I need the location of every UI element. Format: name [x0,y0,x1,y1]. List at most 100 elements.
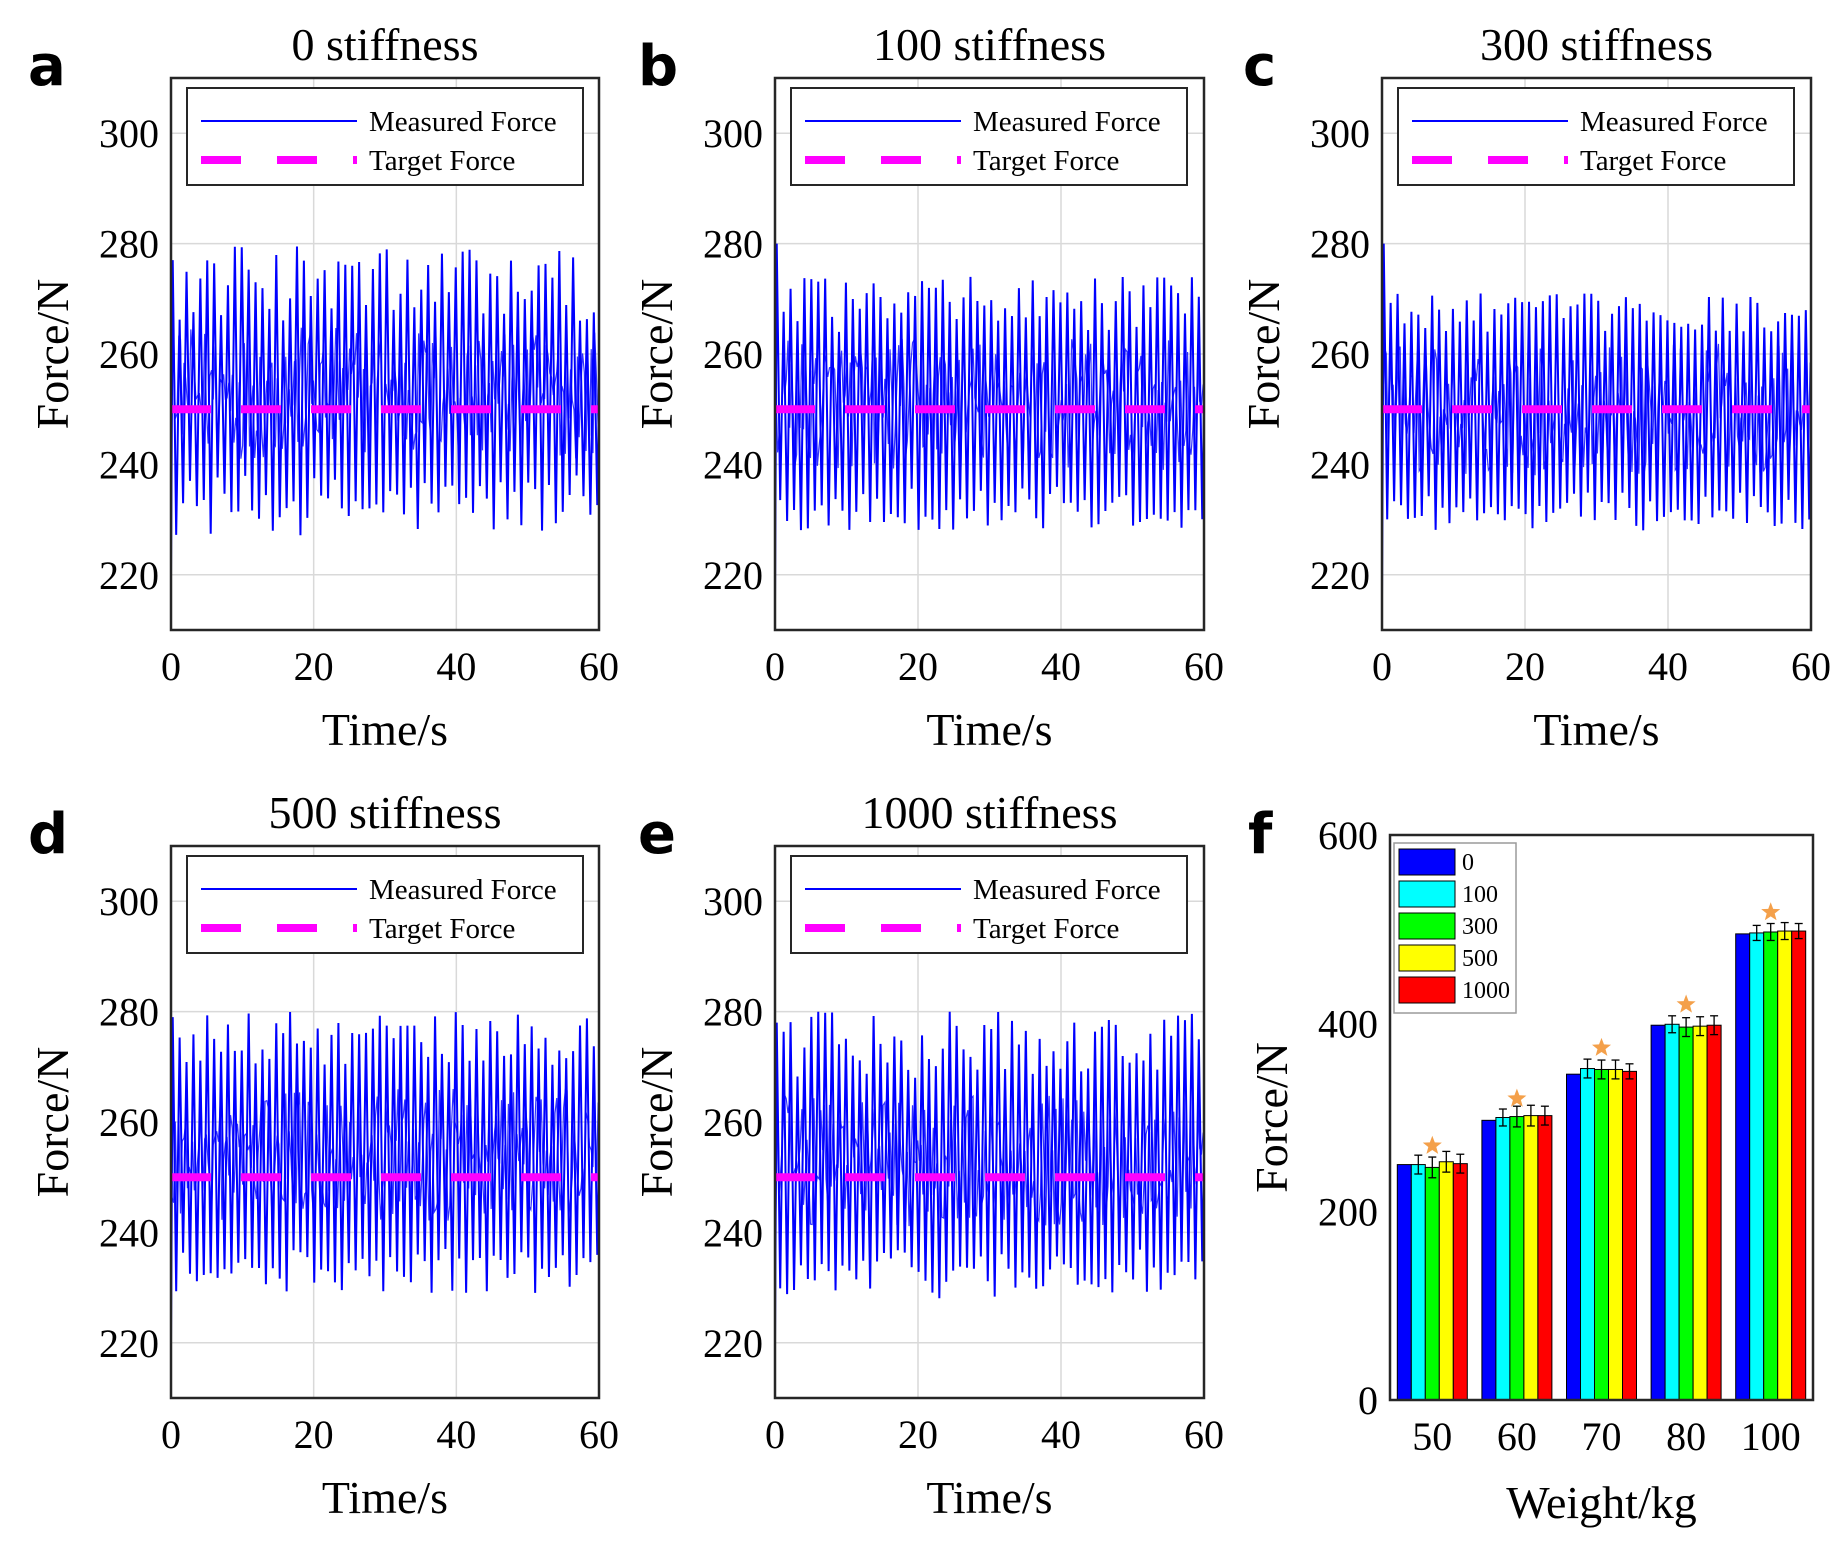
legend-swatch-0 [1398,848,1456,876]
bar-100-60 [1495,1117,1511,1401]
panel-letter-c: c [1243,34,1276,99]
y-tick-label: 220 [703,553,763,598]
y-tick-label: 240 [703,442,763,487]
y-tick-label: 280 [99,222,159,267]
x-tick-label: 20 [898,644,938,689]
bar-100-100 [1749,932,1765,1401]
x-tick-label: 70 [1582,1414,1622,1459]
panel-f: f50 60 70 80 1000200400600Weight/kgForce/N01… [1246,802,1815,1528]
x-tick-label: 0 [765,1412,785,1457]
y-tick-label: 300 [703,879,763,924]
bar-0-80 [1650,1024,1666,1401]
panel-e: e 0 20 40 60 220 240 260 280 300 1000 stiffness Tim… [631,787,1224,1523]
chart-title: 500 stiffness [269,787,502,838]
y-tick-label: 280 [703,222,763,267]
bar-0-50 [1396,1164,1412,1401]
legend-swatch-100 [1398,880,1456,908]
legend-label-target: Target Force [369,145,515,177]
y-tick-label: 300 [99,111,159,156]
x-tick-label: 20 [294,1412,334,1457]
chart-title: 1000 stiffness [862,787,1118,838]
axes-frame [1380,76,1813,632]
legend-label-measured: Measured Force [369,874,557,906]
bar-1000-100 [1791,930,1807,1401]
axes-frame [1388,833,1815,1402]
legend: 0 100 300 500 1000 [1393,842,1517,1014]
y-axis-label: Force/N [27,279,78,430]
bar-1000-80 [1706,1024,1722,1401]
legend-label-300: 300 [1462,914,1498,940]
x-tick-label: 40 [1041,1412,1081,1457]
legend-swatch-1000 [1398,976,1456,1004]
y-axis-label: Force/N [27,1047,78,1198]
bar-0-70 [1566,1073,1581,1401]
x-tick-label: 60 [579,644,619,689]
bar-0-60 [1481,1119,1497,1401]
legend-swatch-500 [1398,944,1456,972]
x-tick-label: 20 [898,1412,938,1457]
axes-frame [169,76,601,632]
legend-label-target: Target Force [1580,145,1726,177]
legend-swatch-300 [1398,912,1456,940]
x-tick-label: 40 [436,644,476,689]
legend-label-500: 500 [1462,946,1498,972]
legend-label-measured: Measured Force [1580,106,1768,138]
panel-b: b 0 20 40 60 220 240 260 280 300 100 stiffness Time… [631,19,1224,755]
y-tick-label: 220 [99,1321,159,1366]
x-axis-label: Weight/kg [1506,1477,1697,1528]
panel-d: d 0 20 40 60 220 240 260 280 300 500 stiffness Time… [27,787,619,1523]
legend-label-1000: 1000 [1462,978,1510,1004]
bar-500-100 [1777,930,1793,1401]
x-tick-label: 50 [1412,1414,1452,1459]
y-tick-label: 260 [703,1100,763,1145]
y-tick-label: 600 [1318,813,1378,858]
x-tick-label: 60 [1497,1414,1537,1459]
legend-box [1397,87,1795,186]
y-tick-label: 220 [703,1321,763,1366]
x-tick-label: 60 [1184,644,1224,689]
panel-letter-f: f [1248,802,1273,867]
y-tick-label: 240 [703,1210,763,1255]
legend: Measured Force Target Force [790,855,1188,954]
y-tick-label: 0 [1358,1378,1378,1423]
legend-box [186,855,584,954]
legend-label-measured: Measured Force [369,106,557,138]
x-axis-label: Time/s [1533,704,1659,755]
bar-100-50 [1410,1164,1426,1401]
bar-500-60 [1523,1115,1539,1401]
bar-300-80 [1678,1026,1694,1401]
x-axis-label: Time/s [926,1472,1052,1523]
axes-frame [169,844,601,1400]
bar-1000-70 [1622,1070,1637,1401]
y-tick-label: 220 [1310,553,1370,598]
y-tick-label: 240 [1310,442,1370,487]
legend-label-0: 0 [1462,850,1474,876]
y-axis-label: Force/N [631,279,682,430]
bar-100-80 [1664,1023,1680,1401]
bar-100-70 [1580,1068,1595,1401]
x-tick-label: 40 [436,1412,476,1457]
legend-label-measured: Measured Force [973,106,1161,138]
x-tick-label: 0 [765,644,785,689]
y-tick-label: 220 [99,553,159,598]
y-tick-label: 240 [99,442,159,487]
y-tick-label: 260 [99,332,159,377]
chart-title: 100 stiffness [873,19,1106,70]
measured-force-line [774,1011,1205,1343]
x-axis-label: Time/s [926,704,1052,755]
panel-a: a 0 20 40 60 220 240 260 280 300 0 stiffness Time/s… [27,19,619,755]
x-tick-label: 20 [1505,644,1545,689]
panel-c: c 0 20 40 60 220 240 260 280 300 300 stiffness Time… [1238,19,1831,755]
legend: Measured Force Target Force [1397,87,1795,186]
x-tick-label: 100 [1741,1414,1801,1459]
bar-300-50 [1424,1166,1440,1401]
panel-letter-b: b [638,34,678,99]
x-tick-label: 0 [1372,644,1392,689]
y-tick-label: 280 [99,990,159,1035]
legend-label-measured: Measured Force [973,874,1161,906]
significance-star-icon [1507,1088,1527,1107]
bar-300-70 [1594,1068,1609,1401]
y-tick-label: 280 [703,990,763,1035]
chart-title: 0 stiffness [292,19,479,70]
